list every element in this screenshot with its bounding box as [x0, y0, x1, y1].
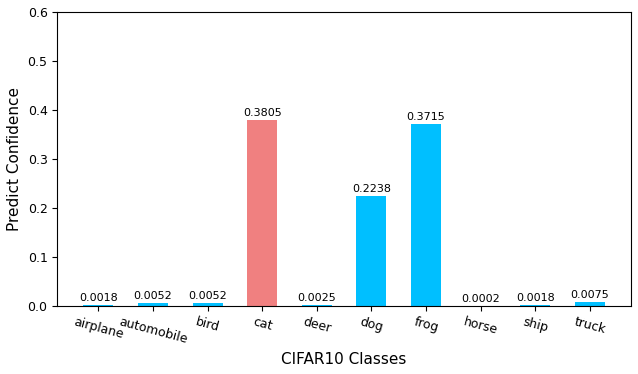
Bar	[357, 196, 387, 306]
Text: 0.3715: 0.3715	[406, 112, 445, 122]
Text: 0.0002: 0.0002	[461, 294, 500, 304]
Text: 0.0075: 0.0075	[570, 290, 609, 300]
Bar	[138, 303, 168, 306]
Bar	[193, 303, 223, 306]
Text: 0.2238: 0.2238	[352, 184, 391, 194]
Bar	[84, 305, 114, 306]
Text: 0.0052: 0.0052	[133, 291, 172, 301]
Bar	[521, 305, 551, 306]
Bar	[302, 305, 332, 306]
Text: 0.0025: 0.0025	[297, 293, 336, 303]
Text: 0.0052: 0.0052	[188, 291, 227, 301]
X-axis label: CIFAR10 Classes: CIFAR10 Classes	[281, 352, 407, 367]
Text: 0.3805: 0.3805	[243, 108, 281, 117]
Bar	[247, 120, 278, 306]
Bar	[575, 302, 605, 306]
Text: 0.0018: 0.0018	[79, 293, 117, 303]
Y-axis label: Predict Confidence: Predict Confidence	[7, 87, 22, 231]
Text: 0.0018: 0.0018	[516, 293, 554, 303]
Bar	[411, 124, 441, 306]
